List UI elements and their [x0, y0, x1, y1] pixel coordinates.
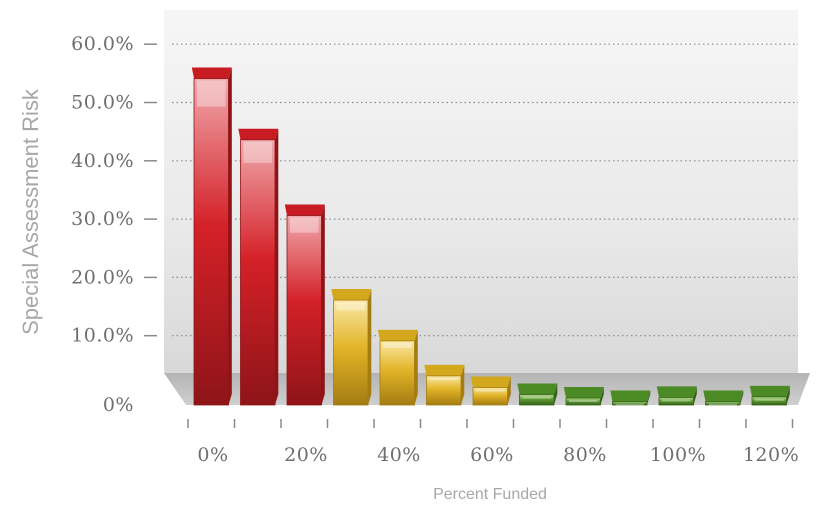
bar — [656, 386, 697, 406]
bar-side — [414, 329, 418, 405]
bar-side — [740, 390, 744, 405]
y-tick-label: 30.0% — [71, 208, 134, 230]
bar-top — [238, 128, 279, 140]
bar — [749, 385, 790, 406]
x-tick-label: 20% — [284, 444, 328, 466]
bar — [377, 329, 418, 406]
x-tick-label: 120% — [743, 444, 799, 466]
bar-front — [705, 401, 741, 406]
x-axis: 0% 20% 40% 60% 80% 100% 120% — [187, 419, 799, 466]
bar-top — [377, 329, 418, 341]
bar-side — [554, 383, 558, 405]
bar-top — [610, 390, 651, 402]
bar-highlight — [383, 342, 412, 349]
x-tick-label: 80% — [563, 444, 607, 466]
bar — [563, 387, 604, 406]
bar-side — [461, 364, 465, 405]
bar-top — [191, 67, 232, 79]
bar — [191, 67, 232, 406]
x-tick-label: 60% — [470, 444, 514, 466]
bar — [517, 383, 558, 406]
bar — [470, 376, 511, 406]
bar-front — [333, 299, 369, 406]
bar-side — [507, 376, 511, 405]
bar-side — [600, 387, 604, 405]
bar-top — [470, 376, 511, 388]
x-tick-label: 100% — [650, 444, 706, 466]
bar-highlight — [522, 396, 551, 399]
bar — [703, 390, 744, 406]
bar-front — [379, 340, 415, 406]
x-axis-title: Percent Funded — [433, 486, 547, 503]
bar-top — [656, 386, 697, 398]
bar-highlight — [197, 80, 226, 107]
bar-top — [563, 387, 604, 399]
bar-top — [331, 289, 372, 301]
bar-front — [658, 397, 694, 406]
bar-highlight — [476, 389, 505, 392]
bar-highlight — [243, 141, 272, 163]
y-tick-label: 10.0% — [71, 325, 134, 347]
bar-highlight — [755, 398, 784, 401]
bar-side — [228, 67, 232, 406]
bar-side — [321, 204, 325, 405]
bars — [191, 67, 790, 406]
bar-highlight — [615, 403, 644, 406]
bar-side — [368, 289, 372, 405]
bar-front — [472, 387, 508, 406]
y-axis: 0% 10.0% 20.0% 30.0% 40.0% 50.0% 60.0% — [71, 33, 157, 416]
x-tick-label: 40% — [377, 444, 421, 466]
bar-highlight — [662, 399, 691, 402]
bar-highlight — [336, 302, 365, 311]
bar — [284, 204, 325, 406]
bar-highlight — [708, 403, 737, 406]
bar-front — [751, 396, 787, 406]
bar — [424, 364, 465, 406]
bar-highlight — [429, 377, 458, 381]
bar-side — [693, 386, 697, 405]
bar-side — [647, 390, 651, 405]
bar — [331, 289, 372, 406]
bar-front — [565, 397, 601, 406]
bar-front — [519, 394, 555, 406]
bar — [610, 390, 651, 406]
bar-top — [749, 385, 790, 397]
bar-top — [517, 383, 558, 395]
bar-front — [193, 78, 229, 406]
bar-front — [426, 375, 462, 406]
bar-side — [786, 385, 790, 405]
bar — [238, 128, 279, 406]
bar-side — [275, 128, 279, 406]
bar-front — [240, 139, 276, 406]
bar-highlight — [290, 217, 319, 233]
y-tick-label: 60.0% — [71, 33, 134, 55]
y-tick-label: 20.0% — [71, 266, 134, 288]
y-tick-label: 40.0% — [71, 150, 134, 172]
bar-top — [424, 364, 465, 376]
bar-top — [284, 204, 325, 216]
y-axis-title: Special Assessment Risk — [18, 88, 43, 335]
y-tick-label: 50.0% — [71, 92, 134, 114]
bar-highlight — [569, 400, 598, 403]
y-tick-label: 0% — [103, 394, 134, 416]
bar-top — [703, 390, 744, 402]
bar-front — [612, 401, 648, 406]
bar-front — [286, 215, 322, 406]
x-tick-label: 0% — [197, 444, 228, 466]
